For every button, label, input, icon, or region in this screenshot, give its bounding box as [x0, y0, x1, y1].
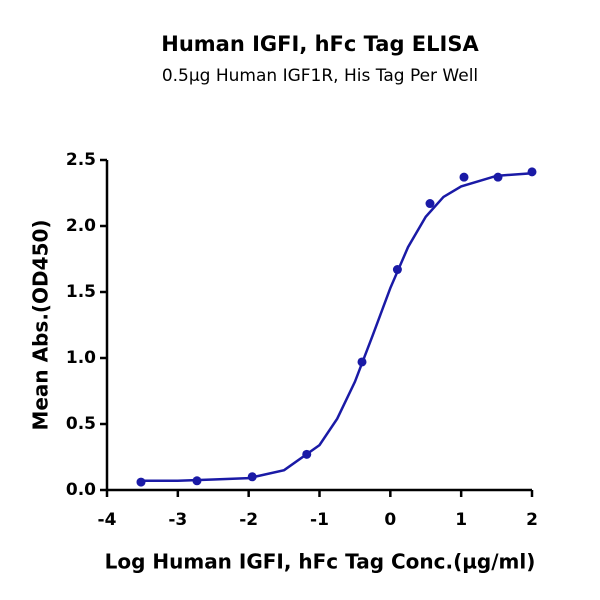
x-tick-label: -4 — [98, 510, 117, 530]
data-point — [459, 172, 469, 182]
data-point — [192, 476, 202, 486]
chart-title: Human IGFI, hFc Tag ELISA — [161, 32, 479, 56]
data-point — [392, 265, 402, 275]
data-point — [493, 172, 503, 182]
y-tick-label: 1.0 — [66, 348, 96, 368]
chart-subtitle: 0.5µg Human IGF1R, His Tag Per Well — [162, 66, 478, 86]
y-tick-label: 0.0 — [66, 480, 96, 500]
x-tick-label: -3 — [168, 510, 187, 530]
fit-curve — [142, 171, 533, 483]
x-tick-label: 2 — [526, 510, 538, 530]
data-point — [136, 477, 146, 487]
x-tick-label: 1 — [455, 510, 467, 530]
y-axis-label: Mean Abs.(OD450) — [29, 219, 53, 430]
x-tick-label: 0 — [384, 510, 396, 530]
data-point — [425, 199, 435, 209]
y-tick-label: 1.5 — [66, 282, 96, 302]
y-tick-label: 2.0 — [66, 216, 96, 236]
y-tick-label: 0.5 — [66, 414, 96, 434]
x-axis-label: Log Human IGFI, hFc Tag Conc.(µg/ml) — [105, 550, 536, 574]
data-point — [302, 449, 312, 459]
x-tick-label: -1 — [310, 510, 329, 530]
x-tick-label: -2 — [239, 510, 258, 530]
data-point — [247, 472, 257, 482]
data-point — [357, 357, 367, 367]
data-point — [527, 167, 537, 177]
y-tick-label: 2.5 — [66, 150, 96, 170]
